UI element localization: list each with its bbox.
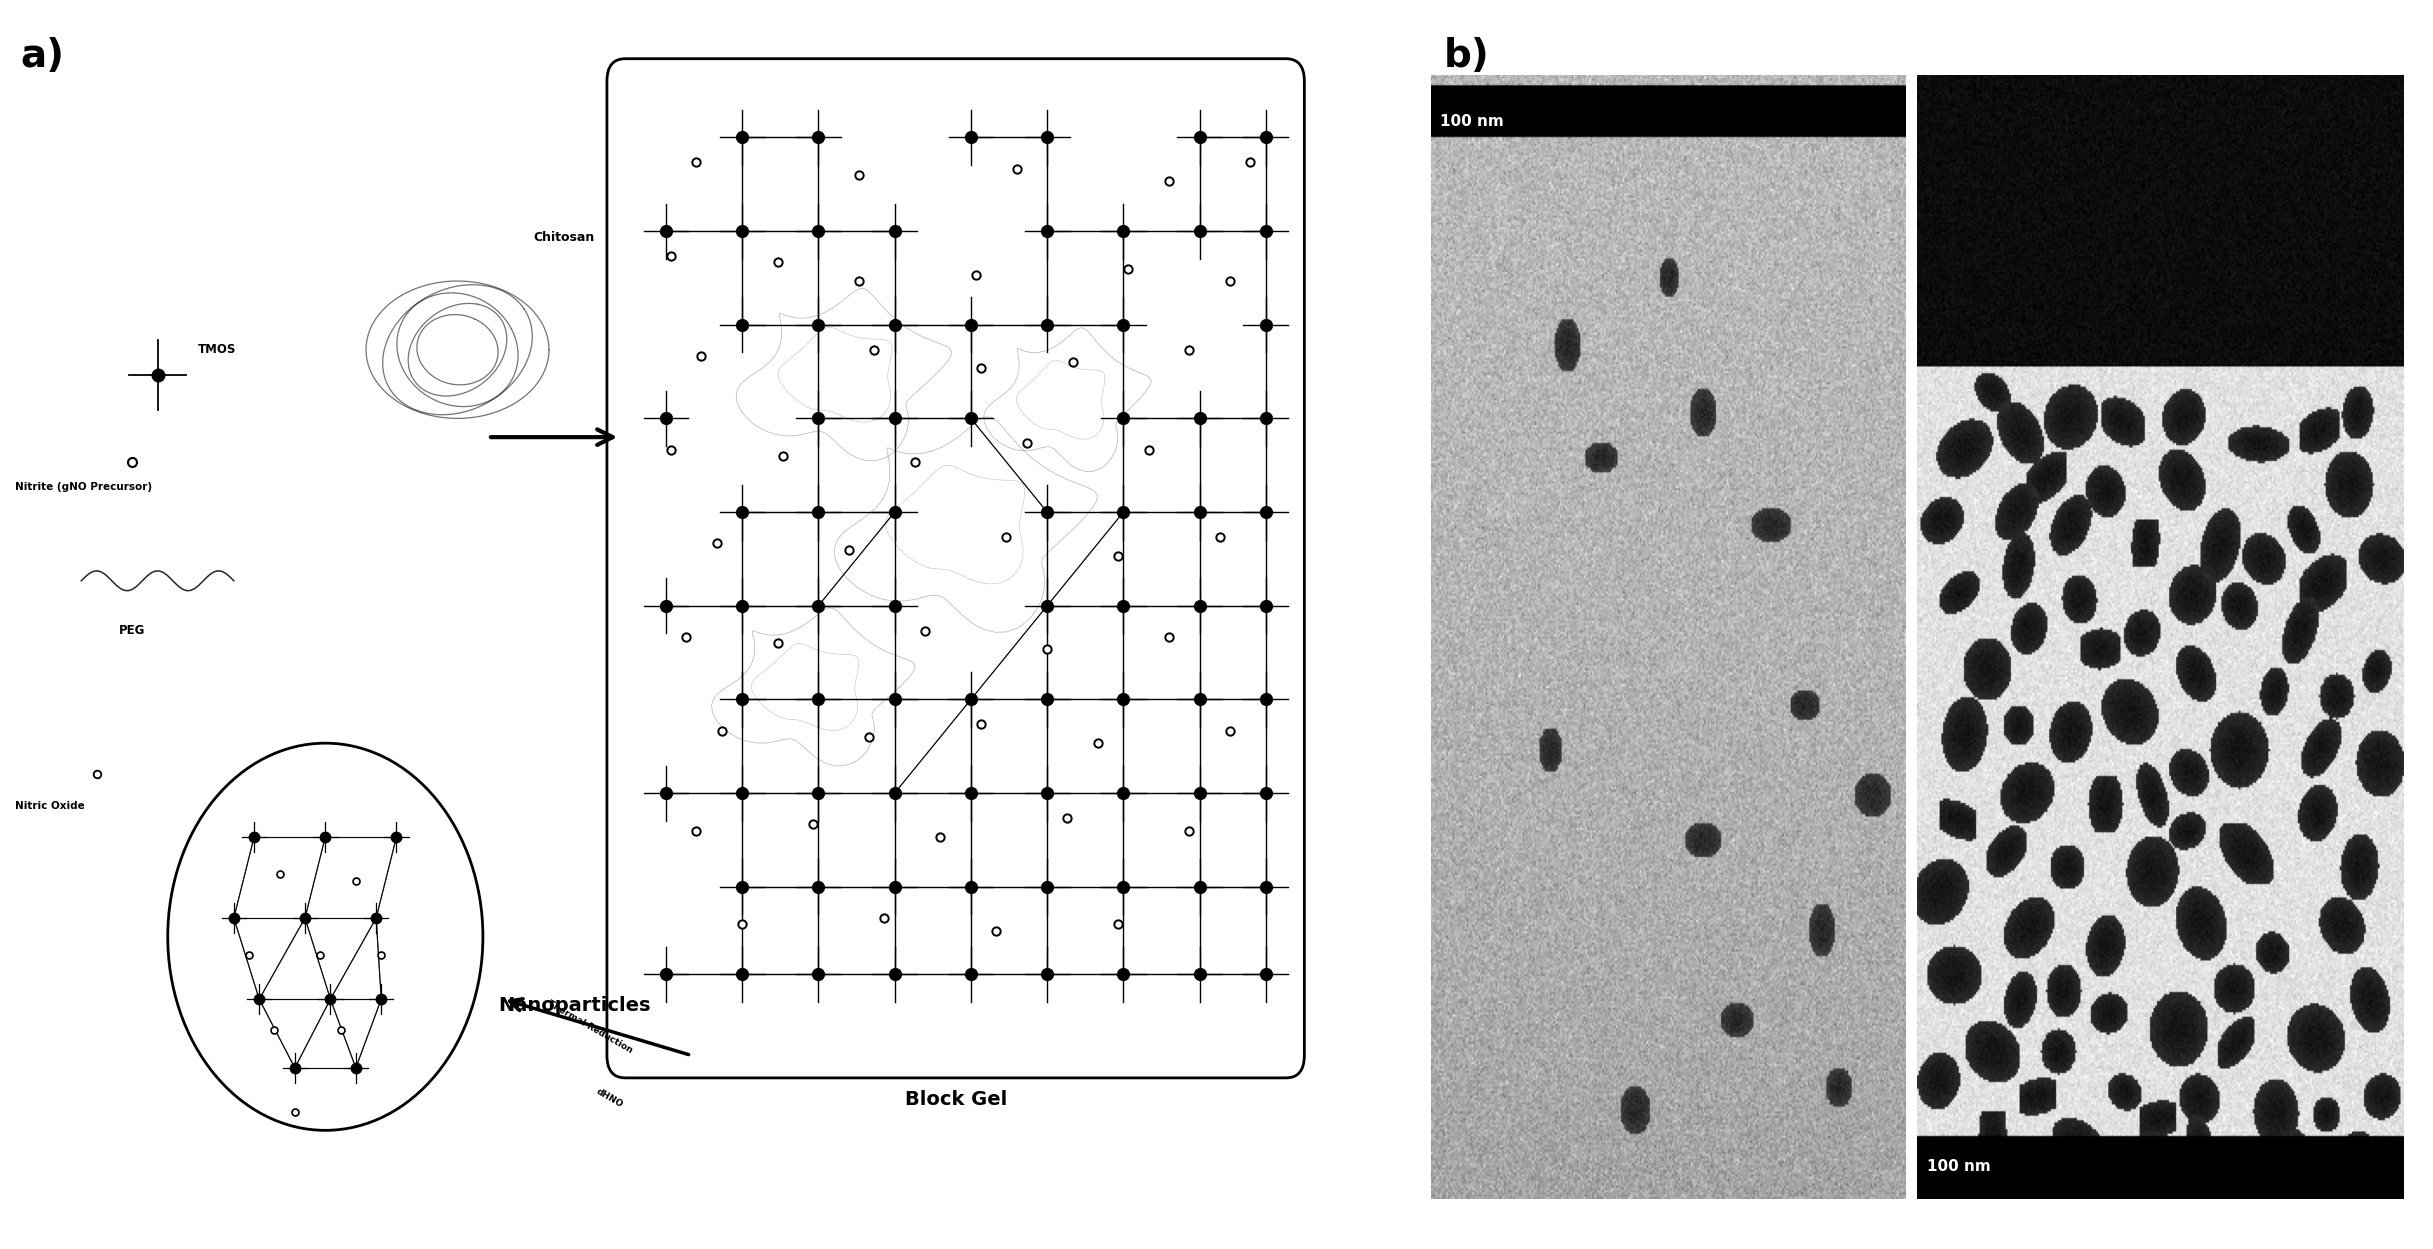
Text: Nitric Oxide: Nitric Oxide [15, 801, 85, 811]
Text: TMOS: TMOS [197, 343, 236, 356]
Text: Block Gel: Block Gel [905, 1090, 1007, 1109]
Circle shape [168, 743, 482, 1130]
Text: 100 nm: 100 nm [1440, 114, 1504, 129]
Text: PEG: PEG [119, 624, 146, 637]
Text: dHNO: dHNO [596, 1087, 625, 1109]
FancyBboxPatch shape [606, 59, 1304, 1078]
Text: Nitrite (gNO Precursor): Nitrite (gNO Precursor) [15, 482, 153, 492]
Text: Thermal Reduction: Thermal Reduction [545, 999, 633, 1055]
Text: Chitosan: Chitosan [533, 231, 594, 244]
Text: 100 nm: 100 nm [1927, 1159, 1990, 1174]
Text: b): b) [1443, 37, 1489, 75]
Text: a): a) [19, 37, 63, 75]
Text: Nanoparticles: Nanoparticles [499, 995, 650, 1015]
